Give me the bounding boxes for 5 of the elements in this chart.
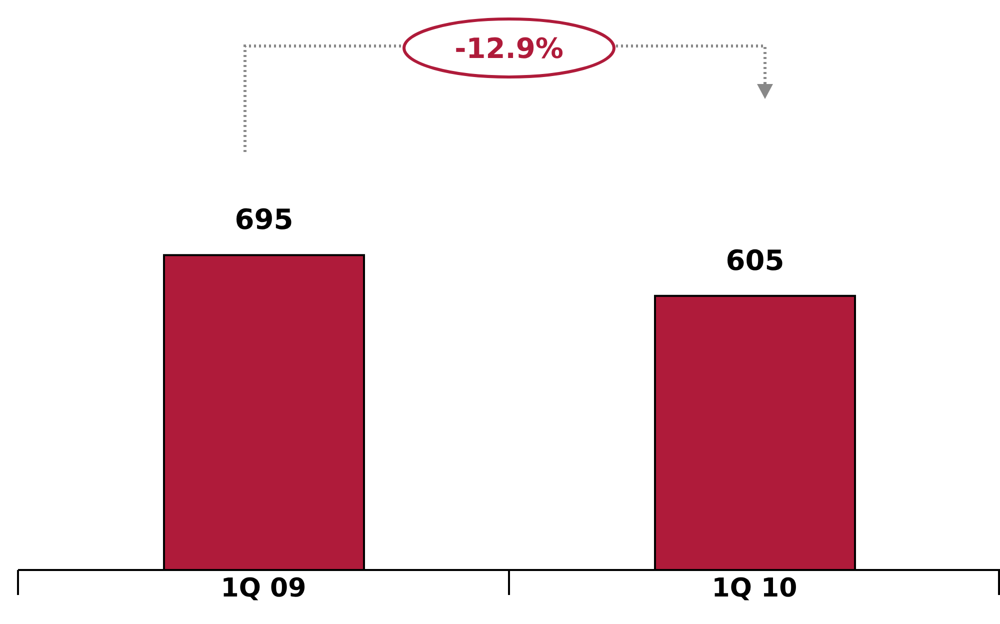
data-label: 695: [234, 203, 294, 236]
text: -12.9%: [454, 32, 564, 65]
x-tick-label: 1Q 10: [712, 573, 798, 604]
data-label: 605: [726, 244, 784, 277]
x-tick-label: 1Q 09: [220, 573, 306, 604]
